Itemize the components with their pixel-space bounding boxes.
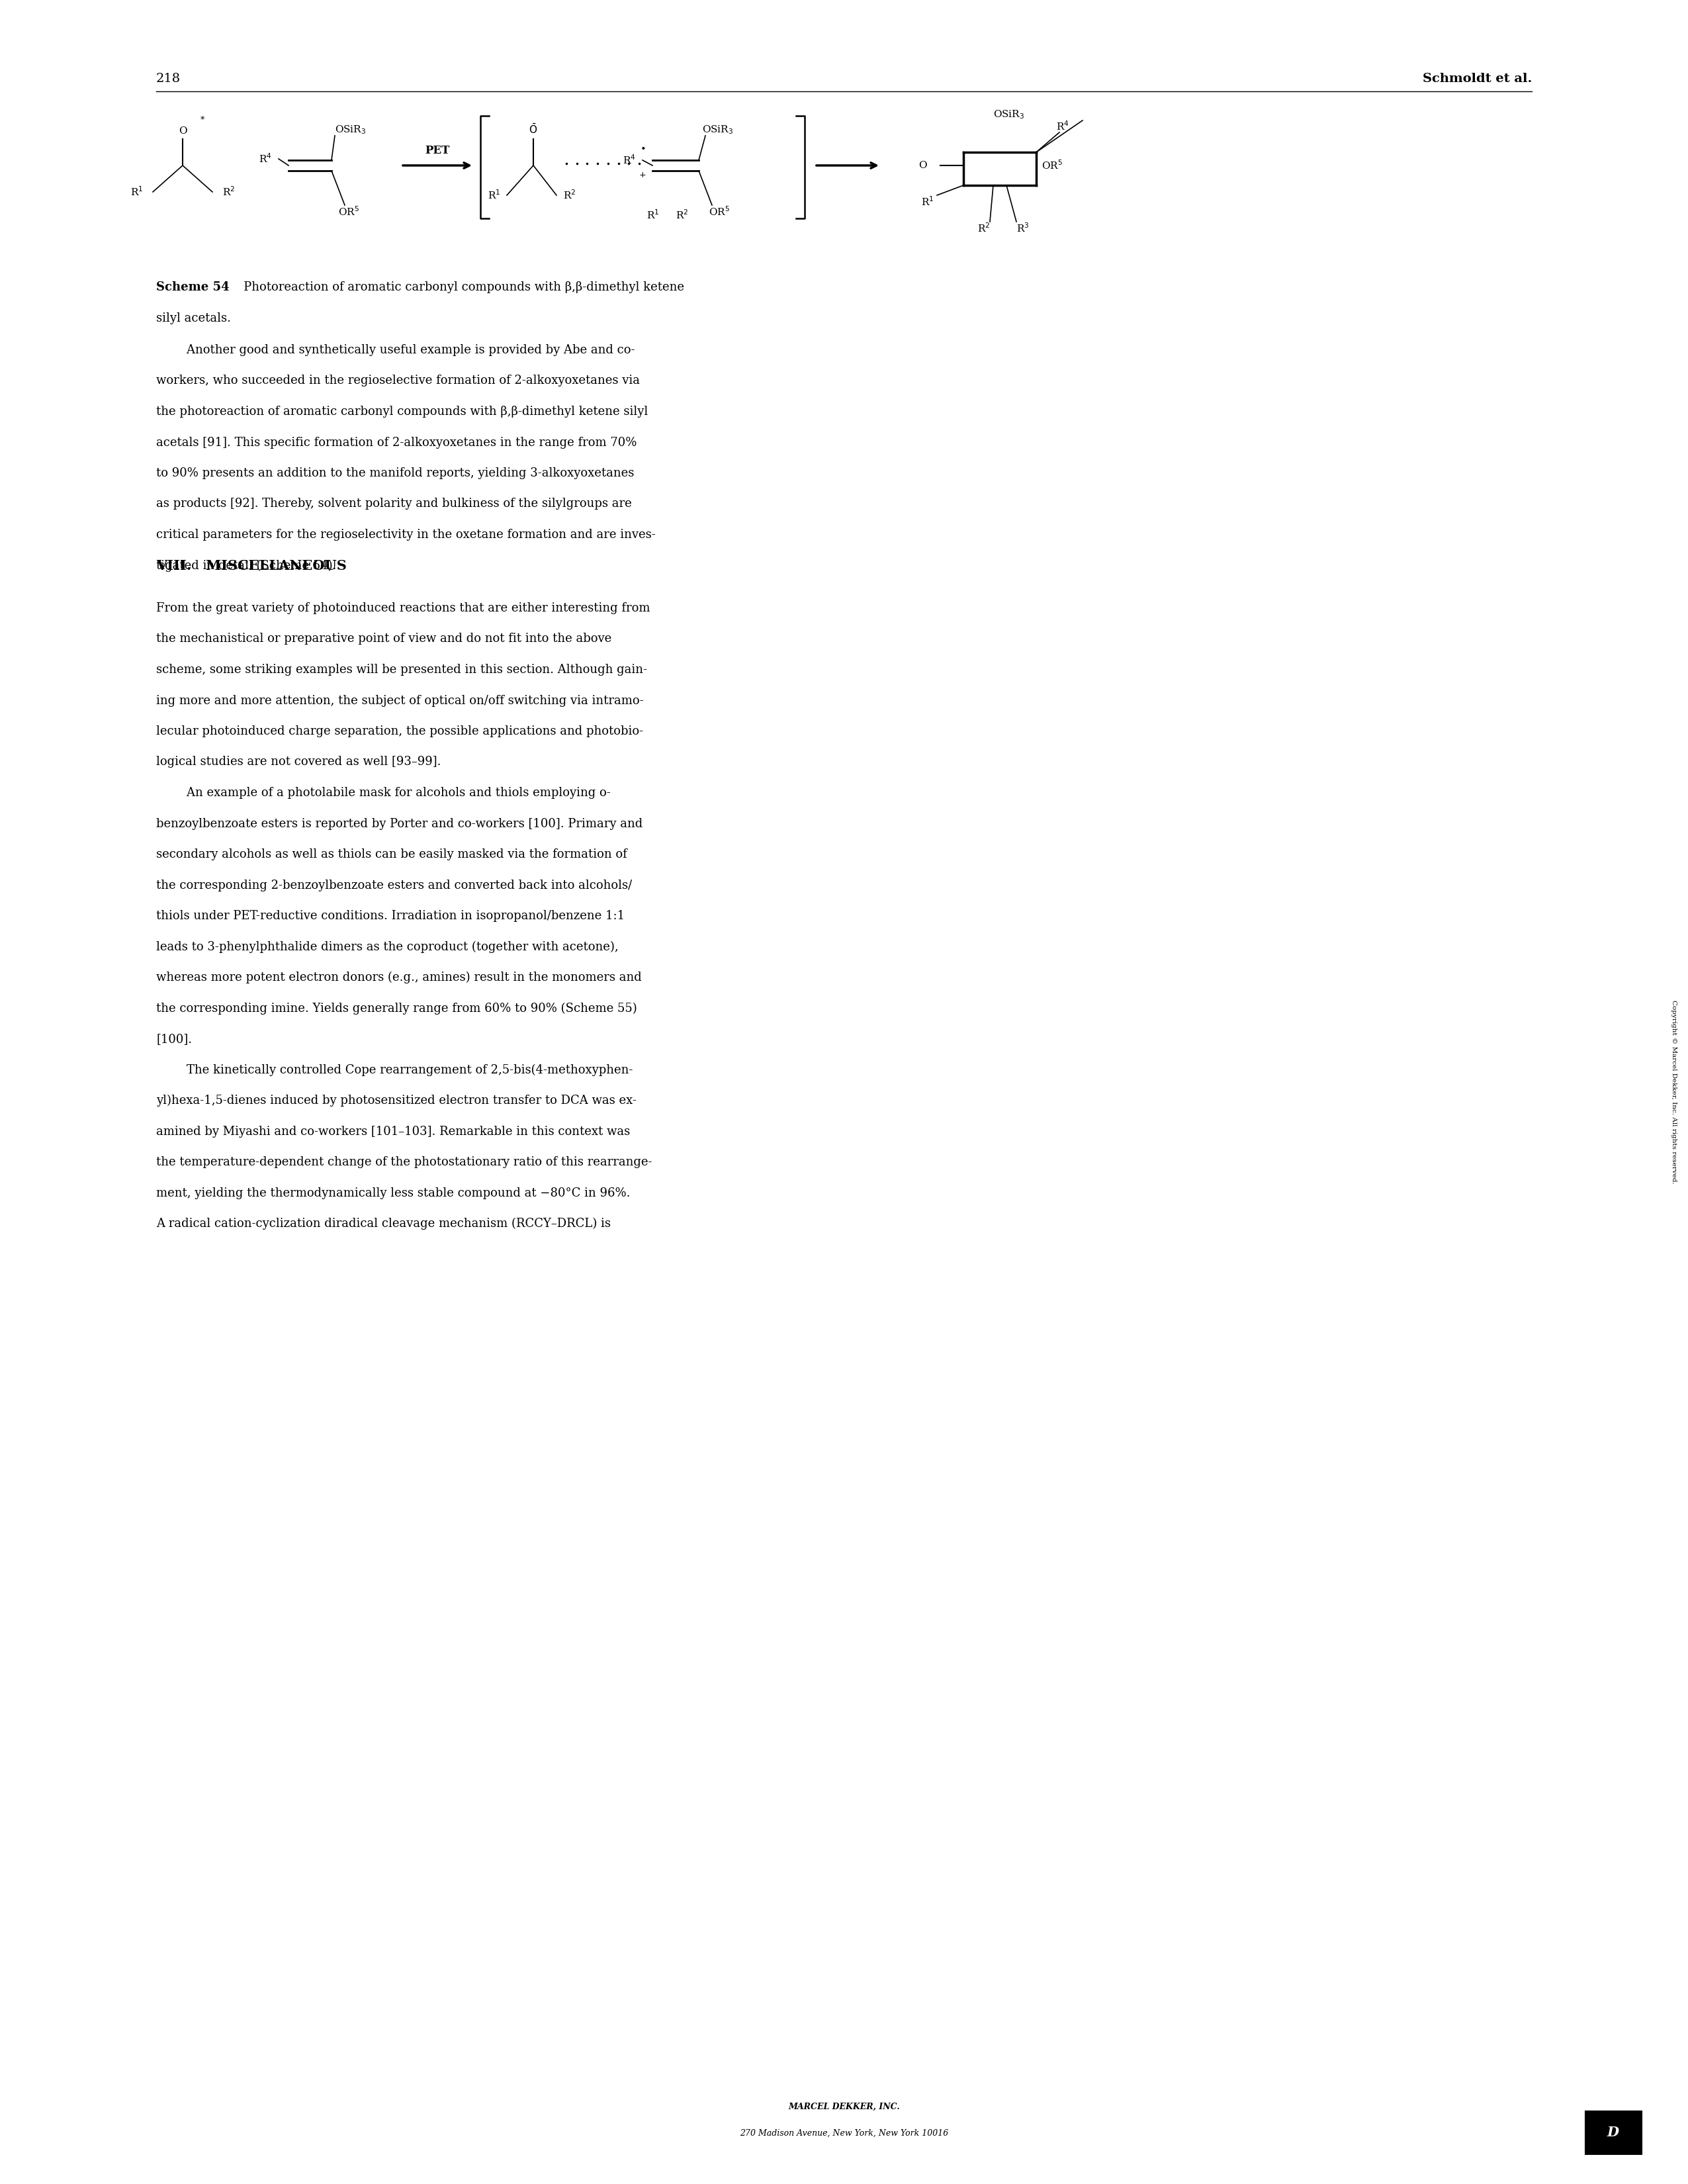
Text: R$^1$: R$^1$	[647, 207, 658, 221]
Text: as products [92]. Thereby, solvent polarity and bulkiness of the silylgroups are: as products [92]. Thereby, solvent polar…	[157, 498, 631, 509]
Text: tigated in detail (Scheme 54).: tigated in detail (Scheme 54).	[157, 559, 336, 572]
Text: Copyright © Marcel Dekker, Inc. All rights reserved.: Copyright © Marcel Dekker, Inc. All righ…	[1671, 1000, 1676, 1184]
Text: OR$^5$: OR$^5$	[709, 205, 729, 218]
Text: *: *	[201, 116, 204, 124]
Text: A radical cation-cyclization diradical cleavage mechanism (RCCY–DRCL) is: A radical cation-cyclization diradical c…	[157, 1219, 611, 1230]
Text: R$^1$: R$^1$	[130, 186, 143, 199]
Text: [100].: [100].	[157, 1033, 192, 1044]
Text: OSiR$_3$: OSiR$_3$	[334, 124, 366, 135]
Text: ing more and more attention, the subject of optical on/off switching via intramo: ing more and more attention, the subject…	[157, 695, 643, 705]
Text: O: O	[918, 162, 927, 170]
Text: workers, who succeeded in the regioselective formation of 2-alkoxyoxetanes via: workers, who succeeded in the regioselec…	[157, 376, 640, 387]
Text: Another good and synthetically useful example is provided by Abe and co-: Another good and synthetically useful ex…	[157, 345, 635, 356]
Text: R$^4$: R$^4$	[1057, 120, 1069, 133]
Text: logical studies are not covered as well [93–99].: logical studies are not covered as well …	[157, 756, 441, 769]
Text: O: O	[179, 127, 187, 135]
Text: $\bullet$: $\bullet$	[640, 142, 645, 151]
Text: the corresponding 2-benzoylbenzoate esters and converted back into alcohols/: the corresponding 2-benzoylbenzoate este…	[157, 880, 631, 891]
Text: 218: 218	[157, 72, 181, 85]
Text: secondary alcohols as well as thiols can be easily masked via the formation of: secondary alcohols as well as thiols can…	[157, 847, 628, 860]
Bar	[1585, 2112, 1642, 2153]
Text: ment, yielding the thermodynamically less stable compound at −80°C in 96%.: ment, yielding the thermodynamically les…	[157, 1186, 630, 1199]
Text: R$^4$: R$^4$	[258, 153, 272, 166]
Text: VIII.   MISCELLANEOUS: VIII. MISCELLANEOUS	[157, 559, 346, 572]
Text: R$^2$: R$^2$	[675, 207, 689, 221]
Text: An example of a photolabile mask for alcohols and thiols employing o-: An example of a photolabile mask for alc…	[157, 786, 611, 799]
Text: the corresponding imine. Yields generally range from 60% to 90% (Scheme 55): the corresponding imine. Yields generall…	[157, 1002, 636, 1013]
Text: R$^3$: R$^3$	[1016, 223, 1030, 234]
Text: to 90% presents an addition to the manifold reports, yielding 3-alkoxyoxetanes: to 90% presents an addition to the manif…	[157, 467, 635, 478]
Text: whereas more potent electron donors (e.g., amines) result in the monomers and: whereas more potent electron donors (e.g…	[157, 972, 641, 983]
Text: amined by Miyashi and co-workers [101–103]. Remarkable in this context was: amined by Miyashi and co-workers [101–10…	[157, 1125, 630, 1138]
Text: R$^2$: R$^2$	[223, 186, 235, 199]
Text: $\bar{\mathrm{O}}$: $\bar{\mathrm{O}}$	[528, 122, 538, 135]
Text: R$^1$: R$^1$	[922, 194, 933, 207]
Text: acetals [91]. This specific formation of 2-alkoxyoxetanes in the range from 70%: acetals [91]. This specific formation of…	[157, 437, 636, 448]
Text: $+$: $+$	[638, 170, 647, 179]
Text: R$^2$: R$^2$	[564, 190, 576, 201]
Text: yl)hexa-1,5-dienes induced by photosensitized electron transfer to DCA was ex-: yl)hexa-1,5-dienes induced by photosensi…	[157, 1094, 636, 1107]
Text: R$^2$: R$^2$	[977, 223, 989, 234]
Text: OR$^5$: OR$^5$	[338, 205, 360, 218]
Text: R$^4$: R$^4$	[623, 153, 636, 166]
Text: lecular photoinduced charge separation, the possible applications and photobio-: lecular photoinduced charge separation, …	[157, 725, 643, 738]
Text: The kinetically controlled Cope rearrangement of 2,5-bis(4-methoxyphen-: The kinetically controlled Cope rearrang…	[157, 1064, 633, 1077]
Text: OR$^5$: OR$^5$	[1041, 159, 1063, 173]
Text: thiols under PET-reductive conditions. Irradiation in isopropanol/benzene 1:1: thiols under PET-reductive conditions. I…	[157, 911, 625, 922]
Text: scheme, some striking examples will be presented in this section. Although gain-: scheme, some striking examples will be p…	[157, 664, 647, 675]
Text: 270 Madison Avenue, New York, New York 10016: 270 Madison Avenue, New York, New York 1…	[739, 2129, 949, 2138]
Text: D: D	[1607, 2125, 1619, 2138]
Text: silyl acetals.: silyl acetals.	[157, 312, 231, 323]
Text: OSiR$_3$: OSiR$_3$	[702, 124, 733, 135]
Text: the mechanistical or preparative point of view and do not fit into the above: the mechanistical or preparative point o…	[157, 633, 611, 644]
Text: R$^1$: R$^1$	[488, 190, 500, 201]
Text: the temperature-dependent change of the photostationary ratio of this rearrange-: the temperature-dependent change of the …	[157, 1155, 652, 1168]
Text: benzoylbenzoate esters is reported by Porter and co-workers [100]. Primary and: benzoylbenzoate esters is reported by Po…	[157, 817, 643, 830]
Text: critical parameters for the regioselectivity in the oxetane formation and are in: critical parameters for the regioselecti…	[157, 529, 655, 542]
Text: MARCEL DEKKER, INC.: MARCEL DEKKER, INC.	[788, 2103, 900, 2112]
Text: the photoreaction of aromatic carbonyl compounds with β,β-dimethyl ketene silyl: the photoreaction of aromatic carbonyl c…	[157, 406, 648, 417]
Text: From the great variety of photoinduced reactions that are either interesting fro: From the great variety of photoinduced r…	[157, 603, 650, 614]
Text: OSiR$_3$: OSiR$_3$	[993, 109, 1025, 120]
Text: Photoreaction of aromatic carbonyl compounds with β,β-dimethyl ketene: Photoreaction of aromatic carbonyl compo…	[233, 282, 684, 293]
Text: Schmoldt et al.: Schmoldt et al.	[1423, 72, 1531, 85]
Text: Scheme 54: Scheme 54	[157, 282, 230, 293]
Text: PET: PET	[425, 144, 449, 157]
Text: leads to 3-phenylphthalide dimers as the coproduct (together with acetone),: leads to 3-phenylphthalide dimers as the…	[157, 941, 618, 952]
